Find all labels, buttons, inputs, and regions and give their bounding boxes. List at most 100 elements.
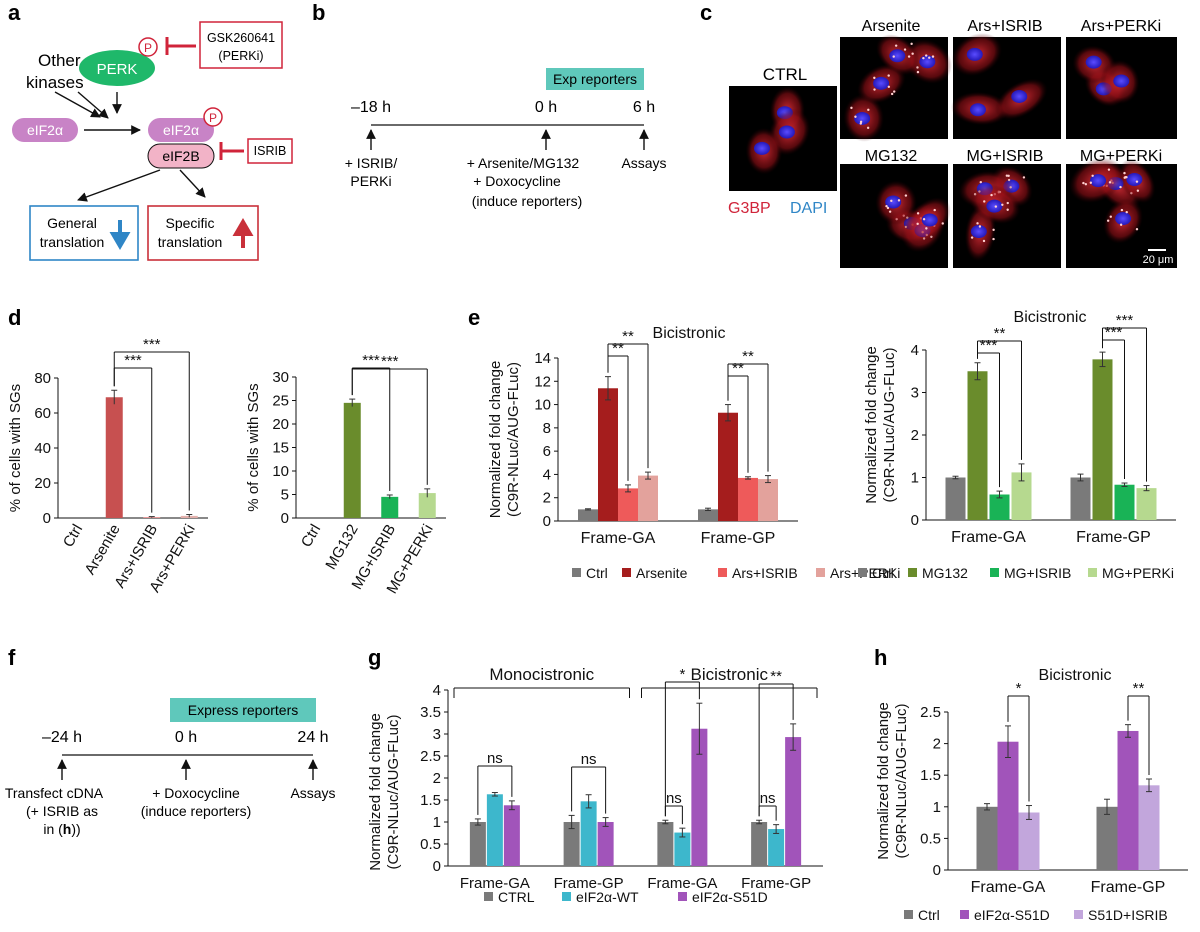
bar-eif2-s51d — [785, 737, 802, 866]
stress-granule — [992, 237, 995, 241]
perk-node — [79, 50, 155, 86]
y-tick-label: 1 — [433, 814, 441, 831]
chart-g: 0 0.5 1 1.5 2 2.5 3 3.5 4 Normalized fold change(… — [367, 665, 823, 905]
legend-swatch — [908, 568, 917, 577]
y-tick-label: 40 — [34, 440, 51, 457]
legend-swatch — [904, 910, 913, 919]
stress-granule — [1022, 176, 1026, 179]
micrograph-mg-perki — [1066, 157, 1177, 268]
stress-granule — [1091, 174, 1094, 177]
stress-granule — [887, 85, 891, 88]
stress-granule — [850, 106, 853, 110]
bar-ctrl — [945, 477, 966, 520]
y-tick-label: 2 — [911, 427, 919, 444]
micrograph-ars-perki — [1066, 37, 1177, 139]
bar-ctrl — [1070, 477, 1091, 520]
legend-swatch — [484, 892, 493, 901]
y-axis-label-line2: (C9R-NLuc/AUG-FLuc) — [893, 703, 910, 858]
express-reporters-bar — [170, 698, 316, 722]
significance-label: ** — [994, 325, 1006, 342]
micrograph-mg-isrib — [953, 164, 1061, 268]
cell-nucleus — [1115, 212, 1132, 226]
significance-label: ** — [612, 340, 624, 357]
stress-granule — [867, 108, 870, 112]
legend-label: S51D+ISRIB — [1088, 907, 1168, 923]
panel-label-f: f — [8, 645, 16, 670]
timeline-b-l1b: PERKi — [350, 173, 391, 189]
stress-granule — [1007, 174, 1010, 178]
x-category-label: Frame-GA — [647, 875, 717, 892]
perk-phospho-label: P — [144, 41, 152, 55]
stress-granule — [916, 222, 919, 226]
y-tick-label: 2 — [543, 490, 551, 507]
y-axis-label-line2: (C9R-NLuc/AUG-FLuc) — [881, 347, 898, 502]
significance-label: ** — [622, 328, 634, 345]
chart-title: Bicistronic — [653, 325, 726, 342]
micrograph-title-mg132: MG132 — [865, 148, 918, 165]
cell-nucleus — [970, 225, 987, 239]
y-tick-label: 0 — [543, 513, 551, 530]
cell-nucleus — [778, 125, 795, 139]
y-tick-label: 1.5 — [420, 792, 441, 809]
bar-ctrl — [563, 822, 580, 866]
stress-granule — [892, 55, 895, 58]
timeline-f-t2: 0 h — [175, 729, 197, 746]
y-axis-label-line1: Normalized fold change — [863, 346, 880, 504]
stress-granule — [888, 210, 892, 213]
legend-swatch — [1074, 910, 1083, 919]
stress-granule — [941, 222, 944, 225]
y-tick-label: 0 — [933, 862, 941, 879]
legend-label: eIF2α-WT — [576, 889, 639, 905]
significance-label: *** — [143, 336, 161, 353]
chart-title: Bicistronic — [1014, 309, 1087, 326]
stress-granule — [978, 225, 982, 228]
cell-nucleus — [966, 47, 983, 61]
micrograph-title-ars-isrib: Ars+ISRIB — [967, 18, 1042, 35]
legend-swatch — [622, 568, 631, 577]
stress-granule — [994, 205, 998, 208]
other-kinases-line1: Other — [38, 51, 81, 70]
chart-h: 0 0.5 1 1.5 2 2.5 Normalized fold change (C9R-N… — [875, 667, 1188, 923]
bar-eif2-s51d — [997, 741, 1019, 870]
general-translation-line2: translation — [40, 234, 105, 250]
stress-granule — [910, 42, 913, 46]
timeline-f-l1b: (+ ISRIB as — [26, 803, 98, 819]
y-tick-label: 12 — [534, 373, 551, 390]
cell-nucleus — [885, 195, 902, 209]
x-category-label: MG132 — [322, 522, 361, 573]
legend-label: Ctrl — [586, 565, 608, 581]
significance-label: *** — [124, 352, 142, 369]
y-tick-label: 4 — [911, 342, 919, 359]
general-translation-line1: General — [47, 215, 97, 231]
stress-granule — [1006, 201, 1009, 205]
perk-phospho-icon — [138, 37, 158, 57]
down-arrow-icon — [109, 220, 131, 250]
y-tick-label: 0 — [43, 510, 51, 527]
y-tick-label: 20 — [272, 416, 289, 433]
cell-nucleus — [1011, 89, 1028, 103]
stress-granule — [903, 48, 907, 51]
stress-granule — [894, 44, 898, 47]
y-tick-label: 3.5 — [420, 704, 441, 721]
y-tick-label: 3 — [433, 726, 441, 743]
legend-swatch — [572, 568, 581, 577]
stress-granule — [1106, 219, 1110, 222]
stress-granule — [854, 115, 857, 118]
isrib-box — [247, 138, 293, 164]
y-tick-label: 80 — [34, 370, 51, 387]
bar-eif2-wt — [580, 801, 597, 866]
y-tick-label: 14 — [534, 350, 551, 367]
bar-ctrl — [1096, 806, 1118, 870]
stress-granule — [873, 76, 876, 80]
stress-granule — [1136, 189, 1140, 192]
bar-s51d-isrib — [1018, 812, 1040, 870]
panel-label-c: c — [700, 0, 712, 25]
stress-granule — [1125, 210, 1128, 214]
y-tick-label: 2.5 — [420, 748, 441, 765]
legend-label: MG+ISRIB — [1004, 565, 1071, 581]
bar-mg-isrib — [989, 494, 1010, 520]
up-arrow-icon — [232, 218, 254, 248]
significance-label: ** — [770, 668, 782, 685]
bar-mg132 — [343, 402, 361, 518]
